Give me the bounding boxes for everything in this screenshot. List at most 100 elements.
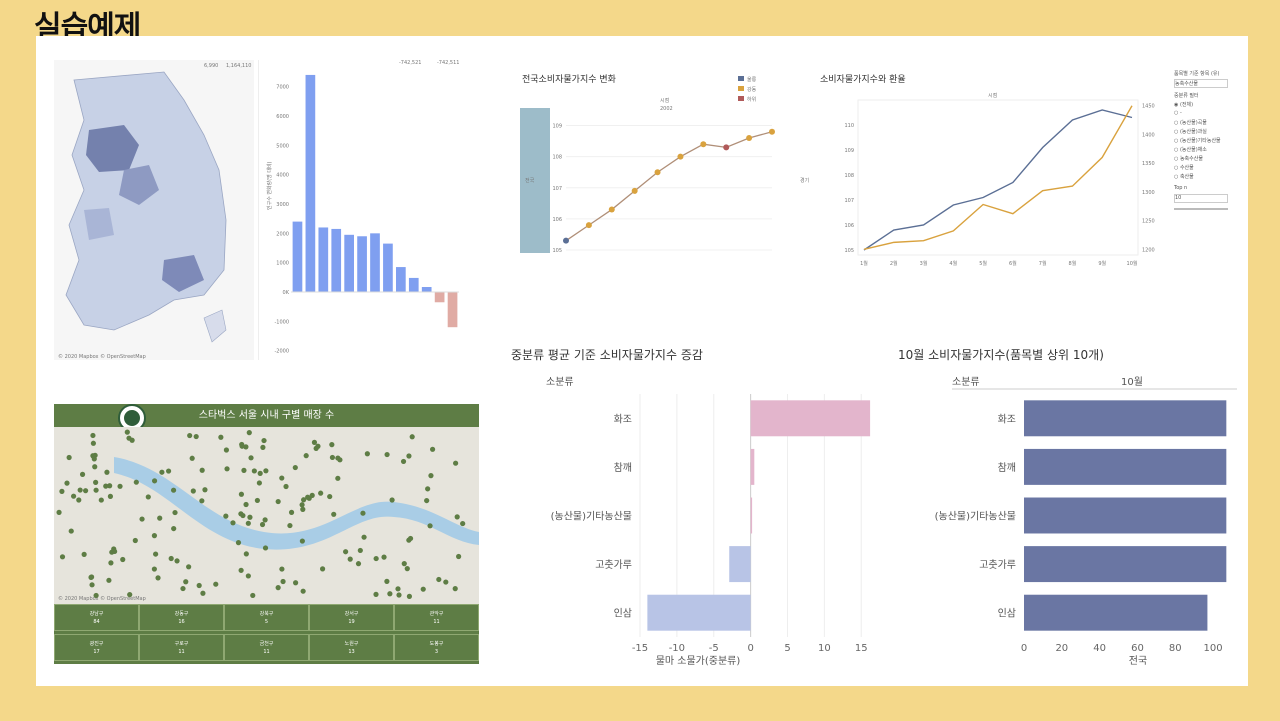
filter-option[interactable]: ◉ (전체) (1174, 102, 1194, 108)
filter-option[interactable]: ○ - (1174, 110, 1182, 116)
x-tick-label: -15 (632, 643, 648, 654)
store-marker (420, 586, 426, 592)
filter-option[interactable]: ○ (농산물)곡물 (1174, 120, 1207, 126)
district-name: 강북구 (259, 611, 274, 617)
filter-select[interactable]: 농축수산물 (1174, 79, 1228, 88)
cpi-exchange-panel[interactable]: 소비자물가지수와 환율 시점 105 106 107 108 109 110 1200 125… (818, 70, 1228, 280)
top10-chart-title: 10월 소비자물가지수(품목별 상위 10개) (898, 348, 1104, 362)
store-marker (68, 528, 74, 534)
korea-map-panel[interactable]: 6,990 1,164,110 © 2020 Mapbox © OpenStre… (54, 60, 254, 360)
y-tick-label: 106 (552, 217, 562, 223)
diverging-x-axis-label: 물마 소물가(중분류) (656, 655, 741, 667)
store-marker (93, 479, 99, 485)
data-point (723, 144, 730, 151)
store-marker (309, 492, 315, 499)
store-marker (82, 488, 89, 494)
filter-option[interactable]: ○ (농산물)과실 (1174, 129, 1207, 135)
district-cell[interactable]: 강서구 19 (309, 604, 394, 631)
topn-label: Top n (1174, 185, 1188, 191)
category-change-panel[interactable]: 중분류 평균 기준 소비자물가지수 증감 소분류 물마 소물가(중분류) -15… (508, 342, 888, 672)
store-marker (364, 451, 370, 457)
filter-option[interactable]: ○ 농축수산물 (1174, 156, 1203, 162)
population-bar-panel[interactable]: -742,521 -742,511 인구수 변화량(명 대비) 7000 6000… (258, 60, 463, 360)
store-marker (56, 509, 62, 515)
store-marker (124, 429, 130, 435)
store-marker (59, 488, 65, 494)
store-marker (279, 475, 285, 481)
store-marker (254, 497, 260, 504)
filter-option[interactable]: ○ 수산물 (1174, 165, 1194, 171)
store-marker (311, 439, 318, 445)
district-cell[interactable]: 강북구 5 (224, 604, 309, 631)
top10-panel[interactable]: 10월 소비자물가지수(품목별 상위 10개) 소분류 10월 전국 0 20 40… (892, 342, 1242, 672)
store-marker (127, 592, 133, 598)
district-cell[interactable]: 노원구 13 (309, 634, 394, 661)
store-marker (404, 566, 410, 572)
y-tick-label: 107 (552, 186, 562, 192)
store-marker (424, 497, 430, 504)
x-tick-label: 2월 (890, 260, 898, 267)
x-tick-label: 15 (855, 643, 868, 654)
store-marker (443, 579, 449, 585)
store-marker (256, 480, 262, 486)
store-marker (159, 469, 165, 475)
x-tick-label: -10 (669, 643, 685, 654)
district-cell[interactable]: 도봉구 3 (394, 634, 479, 661)
filter-option[interactable]: ○ (농산물)채소 (1174, 147, 1207, 153)
store-marker (199, 498, 205, 504)
store-marker (384, 451, 390, 458)
filter-option[interactable]: ○ 축산물 (1174, 174, 1194, 180)
y2-tick-label: 1350 (1142, 161, 1155, 167)
store-marker (90, 453, 96, 459)
x-tick-label: 3월 (920, 260, 928, 267)
store-marker (199, 467, 205, 473)
topn-slider[interactable] (1174, 208, 1228, 210)
bar (750, 400, 871, 437)
district-count: 11 (263, 649, 270, 655)
district-count: 84 (93, 619, 100, 625)
x-tick-label: 100 (1204, 643, 1223, 654)
legend-swatch (738, 86, 744, 91)
store-marker (381, 554, 387, 560)
category-label: 화조 (998, 413, 1016, 425)
district-name: 강서구 (344, 611, 359, 617)
store-marker (406, 453, 412, 459)
store-marker (261, 437, 267, 444)
bar (292, 221, 303, 292)
x-tick-label: -5 (709, 643, 719, 654)
store-marker (190, 488, 196, 494)
legend-item: 울릉 (747, 77, 757, 83)
bar (434, 292, 445, 303)
legend-max: 1,164,110 (226, 63, 251, 69)
district-cell[interactable]: 강남구 84 (54, 604, 139, 631)
store-marker (263, 468, 269, 474)
filter-option[interactable]: ○ (농산물)기타농산물 (1174, 138, 1221, 144)
store-marker (196, 582, 202, 589)
district-cell[interactable]: 광진구 17 (54, 634, 139, 661)
store-marker (186, 564, 192, 570)
store-marker (151, 566, 157, 572)
store-marker (90, 440, 96, 446)
store-marker (280, 578, 286, 585)
district-cell[interactable]: 구로구 11 (139, 634, 224, 661)
store-marker (260, 444, 266, 450)
bar (421, 287, 432, 292)
starbucks-panel[interactable]: 스타벅스 서울 시내 구별 매장 수 © 2020 Mapbox © OpenS… (54, 404, 479, 664)
district-cell[interactable]: 금천구 11 (224, 634, 309, 661)
y-tick-label: 105 (552, 248, 562, 254)
topn-input[interactable]: 10 (1174, 194, 1228, 203)
category-label: 참깨 (614, 462, 632, 474)
district-cell[interactable]: 강동구 16 (139, 604, 224, 631)
cpi-line-panel[interactable]: 전국소비자물가지수 변화 전국 시점 2002 경기 울릉 강동 하위 105 1… (520, 70, 810, 270)
category-label: 고춧가루 (979, 559, 1016, 571)
district-cell[interactable]: 관악구 11 (394, 604, 479, 631)
legend-item: 하위 (747, 96, 756, 103)
district-name: 금천구 (259, 641, 274, 647)
y-tick-label: -2000 (274, 349, 289, 355)
store-marker (172, 509, 178, 516)
jeju-shape (203, 309, 227, 343)
category-label: 참깨 (998, 462, 1016, 474)
store-marker (436, 576, 442, 583)
store-marker (327, 493, 333, 500)
district-count: 3 (434, 649, 439, 655)
